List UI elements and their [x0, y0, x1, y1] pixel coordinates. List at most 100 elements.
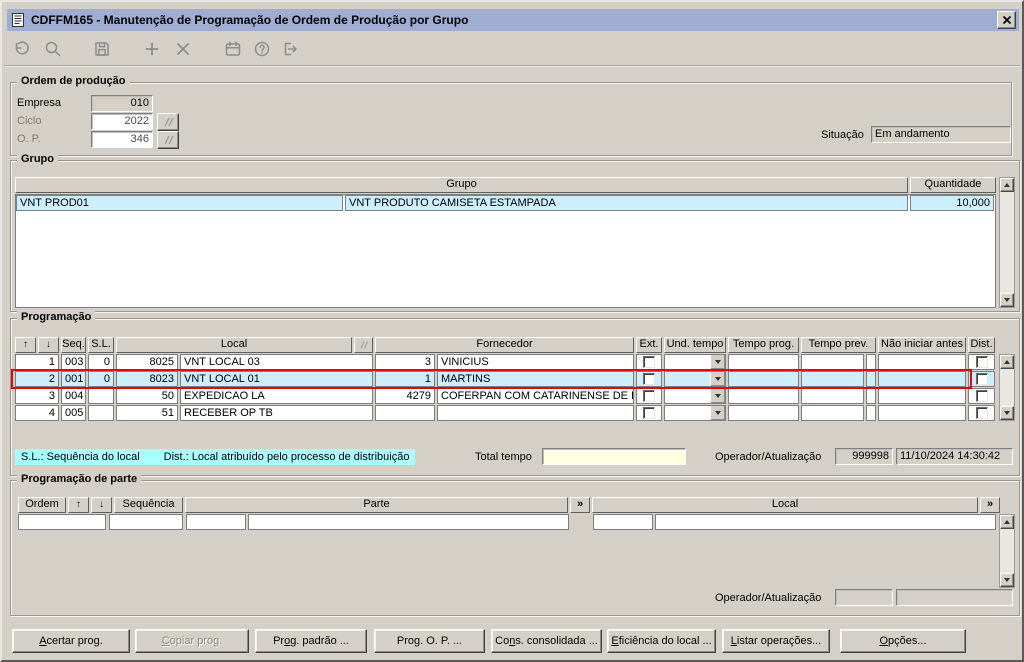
row-num-cell[interactable]: 4: [15, 405, 59, 421]
und-tempo-dropdown[interactable]: [664, 354, 726, 370]
programacao-row[interactable]: 3 004 50 EXPEDICAO LA 4279 COFERPAN COM …: [15, 388, 995, 404]
sort-up-header[interactable]: ↑: [15, 337, 36, 353]
dist-cell[interactable]: [968, 388, 995, 404]
scroll-up-icon[interactable]: [1000, 515, 1014, 529]
seq-cell[interactable]: 003: [61, 354, 86, 370]
grupo-descricao-cell[interactable]: VNT PRODUTO CAMISETA ESTAMPADA: [345, 195, 908, 211]
dist-cell[interactable]: [968, 371, 995, 387]
und-tempo-dropdown[interactable]: [664, 405, 726, 421]
programacao-row[interactable]: 1 003 0 8025 VNT LOCAL 03 3 VINICIUS: [15, 354, 995, 370]
ext-checkbox[interactable]: [643, 390, 655, 402]
local-expand-button[interactable]: »: [980, 497, 1000, 513]
ciclo-field[interactable]: 2022: [91, 113, 153, 130]
prog-padrao-button[interactable]: Pr o g. padrão ...: [255, 629, 367, 653]
tempo-prev-sub-cell[interactable]: [866, 371, 876, 387]
und-tempo-dropdown[interactable]: [664, 388, 726, 404]
tempo-prev-cell[interactable]: [801, 354, 864, 370]
add-icon[interactable]: [141, 38, 163, 60]
ext-checkbox[interactable]: [643, 373, 655, 385]
scroll-up-icon[interactable]: [1000, 178, 1014, 192]
grupo-column-header[interactable]: Grupo: [15, 177, 908, 193]
tempo-prev-sub-cell[interactable]: [866, 405, 876, 421]
row-num-cell[interactable]: 3: [15, 388, 59, 404]
forn-cod-cell[interactable]: 4279: [375, 388, 435, 404]
programacao-row[interactable]: 4 005 51 RECEBER OP TB: [15, 405, 995, 421]
tempo-prev-cell[interactable]: [801, 405, 864, 421]
fornecedor-cell[interactable]: MARTINS: [437, 371, 634, 387]
row-num-cell[interactable]: 2: [15, 371, 59, 387]
parte-sequencia-cell[interactable]: [109, 514, 183, 530]
ext-checkbox[interactable]: [643, 407, 655, 419]
ordem-column-header[interactable]: Ordem: [18, 497, 66, 513]
nao-iniciar-antes-cell[interactable]: [878, 405, 966, 421]
nao-iniciar-antes-column-header[interactable]: Não iniciar antes: [878, 337, 966, 353]
tempo-prog-cell[interactable]: [728, 354, 799, 370]
grupo-table-row[interactable]: VNT PROD01 VNT PRODUTO CAMISETA ESTAMPAD…: [16, 195, 994, 211]
parte-empty-row[interactable]: [18, 514, 996, 530]
dropdown-icon[interactable]: [710, 372, 725, 386]
scroll-down-icon[interactable]: [1000, 573, 1014, 587]
sort-down-header[interactable]: ↓: [91, 497, 112, 513]
cons-consolidada-button[interactable]: Co n s. consolidada ...: [491, 629, 602, 653]
calendar-icon[interactable]: [222, 38, 244, 60]
dist-checkbox[interactable]: [975, 407, 988, 419]
row-num-cell[interactable]: 1: [15, 354, 59, 370]
tempo-prev-cell[interactable]: [801, 371, 864, 387]
total-tempo-field[interactable]: [542, 448, 686, 465]
dropdown-icon[interactable]: [710, 406, 725, 420]
close-button[interactable]: [997, 11, 1016, 29]
fornecedor-cell[interactable]: [437, 405, 634, 421]
ext-cell[interactable]: [636, 354, 662, 370]
nao-iniciar-antes-cell[interactable]: [878, 388, 966, 404]
seq-column-header[interactable]: Seq.: [61, 337, 86, 353]
sort-up-header[interactable]: ↑: [68, 497, 89, 513]
dist-cell[interactable]: [968, 405, 995, 421]
quantidade-column-header[interactable]: Quantidade: [910, 177, 996, 193]
local-lookup-button[interactable]: [354, 337, 373, 353]
nao-iniciar-antes-cell[interactable]: [878, 354, 966, 370]
local-cell[interactable]: VNT LOCAL 03: [180, 354, 373, 370]
tempo-prev-column-header[interactable]: Tempo prev.: [801, 337, 876, 353]
search-icon[interactable]: [42, 38, 64, 60]
scroll-down-icon[interactable]: [1000, 293, 1014, 307]
grupo-quantidade-cell[interactable]: 10,000: [910, 195, 994, 211]
ext-column-header[interactable]: Ext.: [636, 337, 662, 353]
parte-ordem-cell[interactable]: [18, 514, 106, 530]
forn-cod-cell[interactable]: 1: [375, 371, 435, 387]
local-cod-cell[interactable]: 51: [116, 405, 178, 421]
dist-column-header[interactable]: Dist.: [968, 337, 995, 353]
local-cell[interactable]: EXPEDICAO LA: [180, 388, 373, 404]
sl-cell[interactable]: [88, 405, 114, 421]
tempo-prev-sub-cell[interactable]: [866, 388, 876, 404]
tempo-prog-column-header[interactable]: Tempo prog.: [728, 337, 799, 353]
seq-cell[interactable]: 001: [61, 371, 86, 387]
ext-cell[interactable]: [636, 405, 662, 421]
sort-down-header[interactable]: ↓: [38, 337, 59, 353]
parte-local-cell[interactable]: [655, 514, 996, 530]
fornecedor-cell[interactable]: COFERPAN COM CATARINENSE DE PRO: [437, 388, 634, 404]
nao-iniciar-antes-cell[interactable]: [878, 371, 966, 387]
local-column-header[interactable]: Local: [592, 497, 978, 513]
seq-cell[interactable]: 004: [61, 388, 86, 404]
tempo-prog-cell[interactable]: [728, 388, 799, 404]
grupo-codigo-cell[interactable]: VNT PROD01: [16, 195, 343, 211]
programacao-row-selected[interactable]: 2 001 0 8023 VNT LOCAL 01 1 MARTINS: [15, 371, 995, 387]
grupo-scrollbar[interactable]: [999, 177, 1015, 308]
parte-local-cod-cell[interactable]: [593, 514, 653, 530]
fornecedor-column-header[interactable]: Fornecedor: [375, 337, 634, 353]
ext-checkbox[interactable]: [643, 356, 655, 368]
local-cod-cell[interactable]: 8025: [116, 354, 178, 370]
und-tempo-column-header[interactable]: Und. tempo: [664, 337, 726, 353]
scroll-down-icon[interactable]: [1000, 406, 1014, 420]
prog-op-button[interactable]: Prog. O. P. ...: [374, 629, 485, 653]
tempo-prev-sub-cell[interactable]: [866, 354, 876, 370]
parte-scrollbar[interactable]: [999, 514, 1015, 588]
sl-cell[interactable]: 0: [88, 354, 114, 370]
op-lookup-button[interactable]: [157, 131, 179, 149]
local-cell[interactable]: RECEBER OP TB: [180, 405, 373, 421]
dist-checkbox[interactable]: [975, 373, 988, 385]
dist-cell[interactable]: [968, 354, 995, 370]
